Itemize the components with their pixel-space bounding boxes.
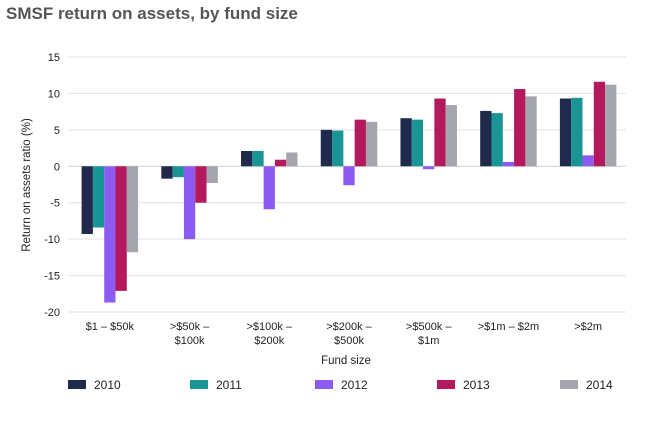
bar-2010 (81, 166, 93, 235)
bar-2013 (274, 159, 287, 167)
bar-2011 (172, 166, 184, 178)
y-tick-label: 5 (54, 125, 60, 137)
bar-2010 (161, 166, 173, 179)
bar-2011 (252, 150, 264, 167)
y-axis-label: Return on assets ratio (%) (21, 118, 33, 252)
bar-2012 (423, 166, 435, 170)
bar-2014 (365, 121, 378, 167)
x-tick-label: >$2m (574, 321, 602, 333)
bar-2012 (183, 166, 196, 240)
bar-2010 (241, 150, 253, 167)
y-tick-label: -5 (50, 198, 60, 210)
legend-label-2013: 2013 (463, 378, 490, 392)
x-tick-label: >$50k – $100k (170, 321, 210, 347)
bar-2014 (525, 96, 537, 167)
legend: 2010 2011 2012 2013 2014 (68, 378, 613, 392)
bar-2011 (92, 166, 105, 228)
bar-2012 (582, 155, 594, 167)
bar-2013 (434, 98, 446, 167)
bar-2014 (445, 105, 457, 167)
x-tick-label: >$500k – $1m (406, 321, 452, 347)
legend-swatch-2010 (68, 380, 86, 389)
y-tick-label: -20 (44, 307, 60, 319)
bar-2011 (491, 113, 503, 167)
bar-2014 (206, 166, 218, 184)
bar-2012 (343, 166, 355, 186)
x-tick-label: $1 – $50k (86, 321, 135, 333)
bar-2012 (263, 166, 275, 210)
y-tick-label: 10 (48, 88, 60, 100)
bar-2013 (195, 166, 207, 203)
axes: 15 10 5 0 -5 -10 -15 -20 $1 – $50k >$50k – $100k >$… (44, 52, 602, 347)
bar-2011 (411, 119, 424, 167)
legend-swatch-2014 (560, 380, 578, 389)
bar-2010 (480, 110, 492, 167)
bar-2011 (332, 130, 344, 167)
legend-label-2011: 2011 (216, 378, 242, 392)
x-axis-label: Fund size (321, 355, 371, 367)
x-tick-label: >$100k – $200k (246, 321, 292, 347)
legend-swatch-2012 (315, 380, 333, 389)
bar-2010 (320, 129, 333, 167)
legend-swatch-2013 (437, 380, 455, 389)
bar-2010 (400, 118, 412, 167)
bar-2012 (502, 161, 515, 167)
y-tick-label: 0 (54, 161, 60, 173)
bar-2013 (115, 166, 127, 291)
x-tick-label: >$200k – $500k (326, 321, 372, 347)
bar-2013 (593, 81, 606, 167)
bar-2014 (605, 84, 617, 167)
legend-label-2014: 2014 (586, 378, 613, 392)
y-tick-label: 15 (48, 52, 60, 64)
x-tick-label: >$1m – $2m (478, 321, 539, 333)
bar-2014 (126, 166, 139, 253)
bar-2013 (514, 89, 526, 167)
legend-swatch-2011 (190, 380, 208, 389)
bar-2014 (286, 152, 298, 167)
legend-label-2010: 2010 (94, 378, 121, 392)
bar-2012 (104, 166, 116, 303)
bar-2011 (571, 97, 583, 167)
y-tick-label: -10 (44, 234, 60, 246)
chart-title: SMSF return on assets, by fund size (6, 4, 298, 23)
bar-2010 (559, 98, 572, 167)
bars (81, 81, 617, 303)
legend-label-2012: 2012 (341, 378, 368, 392)
bar-2013 (354, 119, 366, 167)
y-tick-label: -15 (44, 271, 60, 283)
